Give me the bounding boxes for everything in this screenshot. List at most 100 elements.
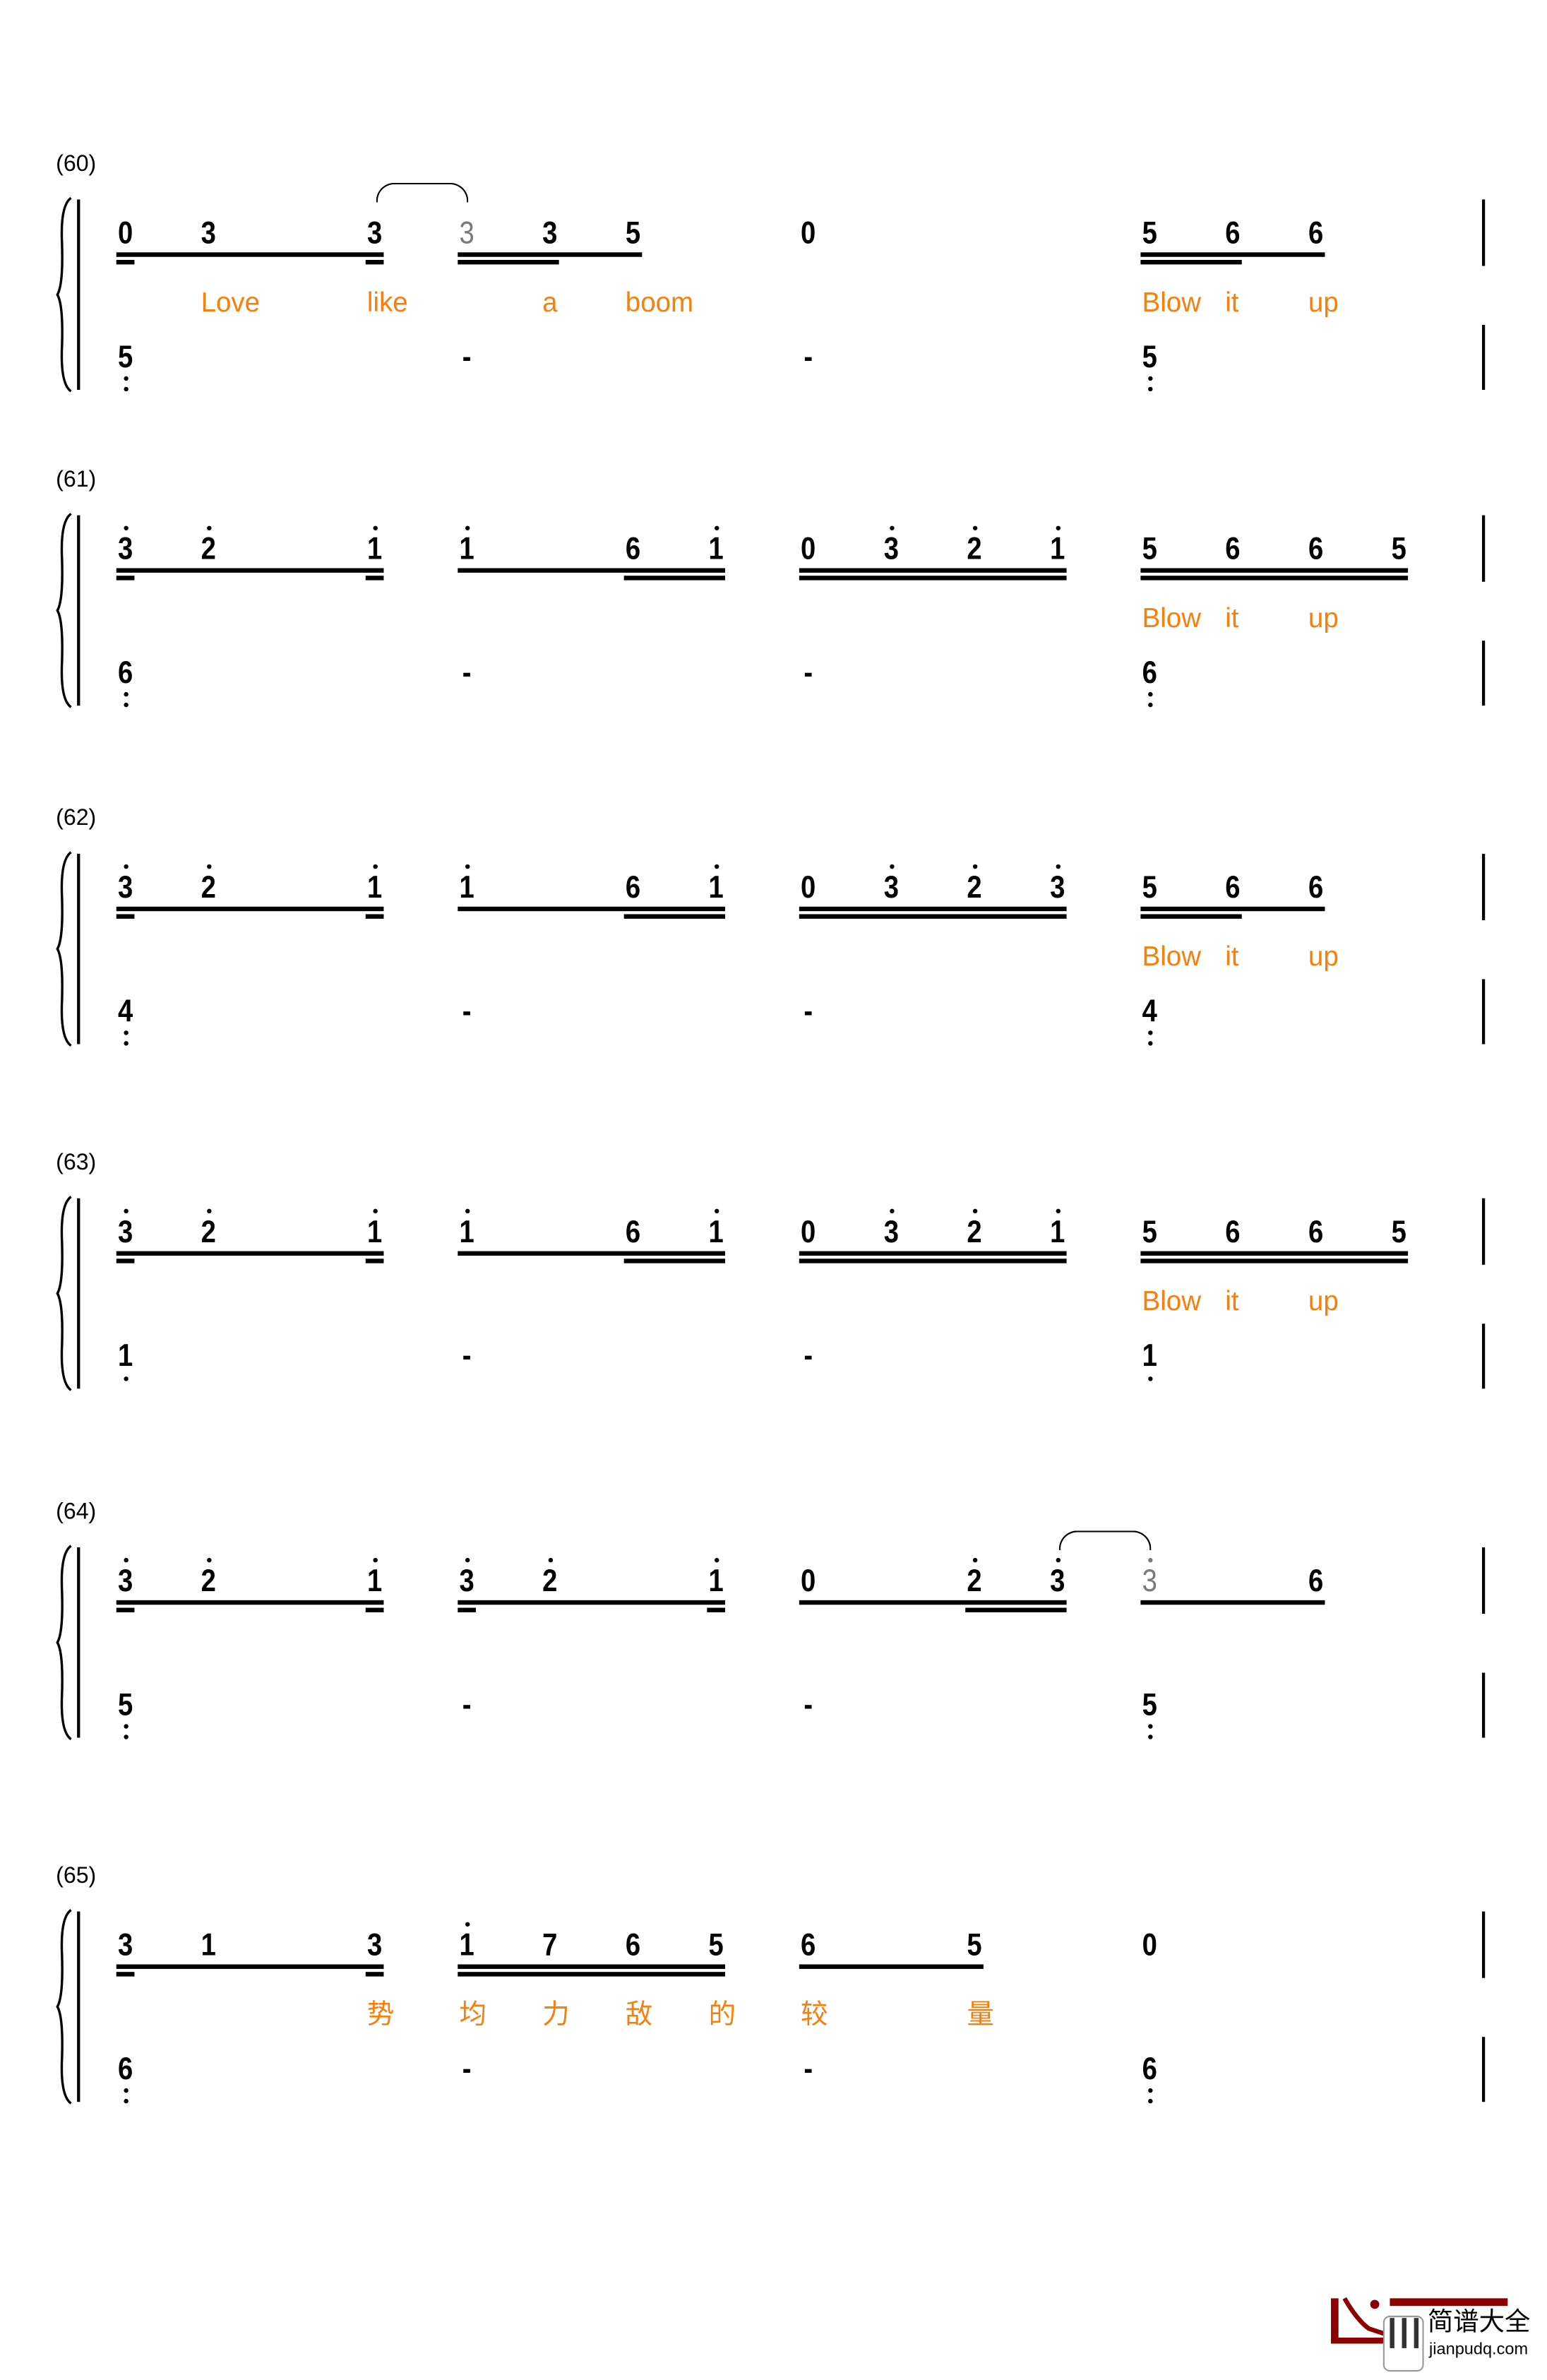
brace-icon [56,1196,72,1391]
melody-note: 2 [201,1215,216,1250]
octave-dot-above [972,1557,977,1563]
melody-note: 1 [708,1564,724,1599]
octave-dot-above [206,1208,211,1214]
octave-dot-above [372,864,377,869]
melody-note: 1 [459,1215,474,1250]
melody-note: 6 [1308,1564,1324,1599]
octave-dot-above [206,864,211,869]
octave-dot-above [372,1557,377,1563]
melody-note: 1 [201,1928,216,1963]
octave-dot-below [1147,1041,1152,1046]
measure-number: (60) [56,150,97,177]
beam-sixteenth [965,1607,1067,1612]
melody-note: 3 [366,215,383,251]
octave-dot-above [713,1557,719,1563]
octave-dot-below [123,1030,128,1035]
bass-note: 6 [1142,2052,1157,2087]
octave-dot-below [123,2098,128,2104]
beam-eighth [1140,252,1325,256]
octave-dot-below [123,1376,128,1381]
beam-sixteenth [799,1259,1067,1263]
octave-dot-above [206,525,211,530]
system-barline-left [77,853,80,1045]
lyric-syllable: Blow [1142,941,1202,972]
beam-eighth [1140,906,1325,911]
barline-right-bottom [1481,325,1486,391]
octave-dot-below [1147,702,1152,708]
melody-note: 0 [801,1564,816,1599]
beam-sixteenth [365,1607,384,1612]
lyric-syllable: Blow [1142,287,1202,318]
sustain-dash: - [462,1338,472,1374]
lyric-syllable: 较 [800,1999,828,2030]
octave-dot-above [206,1557,211,1563]
melody-note: 2 [201,870,216,905]
bass-note: 5 [1142,340,1157,375]
measure-number: (62) [56,805,97,831]
melody-note: 1 [459,870,474,905]
octave-dot-below [1147,1030,1152,1035]
beam-sixteenth [365,576,384,580]
lyric-syllable: it [1225,602,1239,633]
brace-icon [56,1545,72,1741]
beam-eighth [799,1964,984,1969]
melody-note: 6 [1225,870,1241,905]
lyric-syllable: it [1225,1285,1239,1316]
octave-dot-above [1055,1557,1060,1563]
octave-dot-below [123,691,128,697]
melody-note: 3 [1142,1564,1157,1599]
melody-note: 2 [967,870,982,905]
beam-eighth [458,252,643,256]
beam-sixteenth [1140,576,1409,580]
melody-note: 0 [801,532,816,567]
octave-dot-above [1055,1208,1060,1214]
lyric-syllable: 势 [366,1999,395,2030]
brace-icon [56,196,72,393]
melody-note: 5 [1391,532,1406,567]
octave-dot-below [1147,2098,1152,2104]
sustain-dash: - [804,1338,813,1374]
octave-dot-below [1147,1376,1152,1381]
melody-note: 6 [1308,215,1324,251]
octave-dot-below [123,1724,128,1729]
barline-right-top [1481,199,1486,266]
site-logo [1327,2289,1547,2372]
beam-eighth [458,568,726,573]
measure-number: (61) [56,467,97,493]
sustain-dash: - [804,1687,813,1723]
beam-eighth [1140,568,1409,573]
beam-sixteenth [116,1259,135,1263]
melody-note: 6 [801,1928,816,1963]
lyric-syllable: a [542,287,558,318]
beam-sixteenth [623,914,726,919]
beam-eighth [116,568,384,573]
melody-note: 5 [1142,215,1157,251]
sustain-dash: - [804,340,813,375]
beam-sixteenth [707,1607,726,1612]
beam-eighth [116,252,384,256]
sustain-dash: - [462,655,472,691]
sustain-dash: - [462,994,472,1030]
sustain-dash: - [804,994,813,1030]
barline-right-top [1481,853,1486,921]
melody-note: 1 [366,532,383,567]
measure-number: (65) [56,1863,97,1889]
octave-dot-below [123,386,128,392]
melody-note: 6 [1308,532,1324,567]
melody-note: 2 [967,532,982,567]
melody-note: 5 [1142,1215,1157,1250]
octave-dot-above [1055,864,1060,869]
melody-note: 5 [1142,532,1157,567]
melody-note: 6 [1225,532,1241,567]
melody-note: 3 [117,1564,133,1599]
barline-right-bottom [1481,1672,1486,1738]
system-barline-left [77,199,80,391]
measure-number: (63) [56,1150,97,1176]
bass-note: 6 [117,655,133,691]
lyric-syllable: 均 [459,1999,486,2030]
melody-note: 0 [1142,1928,1157,1963]
bass-note: 1 [117,1338,133,1374]
barline-right-top [1481,1198,1486,1265]
beam-sixteenth [1140,1259,1409,1263]
